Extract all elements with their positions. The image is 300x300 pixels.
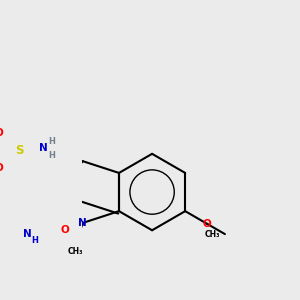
Text: CH₃: CH₃ (68, 247, 83, 256)
Text: S: S (15, 144, 24, 157)
Text: N: N (23, 229, 32, 239)
Text: O: O (0, 163, 4, 173)
Text: H: H (48, 151, 55, 160)
Text: H: H (48, 137, 55, 146)
Text: N: N (39, 143, 48, 153)
Text: H: H (32, 236, 38, 245)
Text: O: O (0, 128, 4, 138)
Text: O: O (61, 225, 70, 236)
Text: N: N (78, 218, 87, 228)
Text: O: O (203, 219, 212, 229)
Text: CH₃: CH₃ (204, 230, 220, 238)
